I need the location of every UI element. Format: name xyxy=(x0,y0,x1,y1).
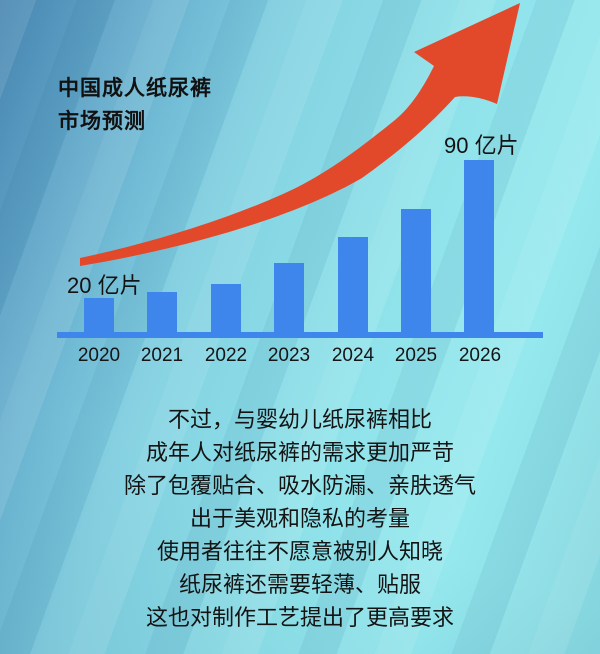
bar-2022 xyxy=(210,284,241,332)
chart-title-line2: 市场预测 xyxy=(58,110,146,133)
bar-2024 xyxy=(337,236,368,332)
x-tick-label-2022: 2022 xyxy=(204,345,248,366)
last-bar-value-label: 90 亿片 xyxy=(444,133,519,158)
x-tick-label-2026: 2026 xyxy=(458,345,502,366)
x-tick-label-2023: 2023 xyxy=(267,345,311,366)
bar-2026 xyxy=(464,160,495,332)
x-tick-label-2020: 2020 xyxy=(77,345,121,366)
first-bar-value-label: 20 亿片 xyxy=(67,273,142,298)
chart-title: 中国成人纸尿裤 市场预测 xyxy=(58,72,212,138)
description-line-6: 纸尿裤还需要轻薄、贴服 xyxy=(178,572,421,597)
x-tick-label-2021: 2021 xyxy=(140,345,184,366)
description-paragraph: 不过，与婴幼儿纸尿裤相比 成年人对纸尿裤的需求更加严苛 除了包覆贴合、吸水防漏、… xyxy=(0,403,600,634)
x-tick-label-2025: 2025 xyxy=(394,345,438,366)
description-line-7: 这也对制作工艺提出了更高要求 xyxy=(145,605,454,630)
description-line-3: 除了包覆贴合、吸水防漏、亲肤透气 xyxy=(123,473,476,498)
trend-arrow-shape xyxy=(80,3,520,266)
description-line-1: 不过，与婴幼儿纸尿裤相比 xyxy=(167,407,432,432)
chart-title-line1: 中国成人纸尿裤 xyxy=(58,77,212,100)
bar-2020 xyxy=(84,298,114,332)
x-tick-label-2024: 2024 xyxy=(331,345,375,366)
bar-2021 xyxy=(147,292,178,332)
x-axis-labels: 2020 2021 2022 2023 2024 2025 2026 xyxy=(0,345,600,367)
description-line-5: 使用者往往不愿意被别人知晓 xyxy=(156,539,443,564)
description-line-2: 成年人对纸尿裤的需求更加严苛 xyxy=(145,440,454,465)
x-axis-line xyxy=(57,332,543,338)
bar-2023 xyxy=(274,262,305,332)
description-line-4: 出于美观和隐私的考量 xyxy=(189,506,410,531)
bar-2025 xyxy=(401,209,431,332)
